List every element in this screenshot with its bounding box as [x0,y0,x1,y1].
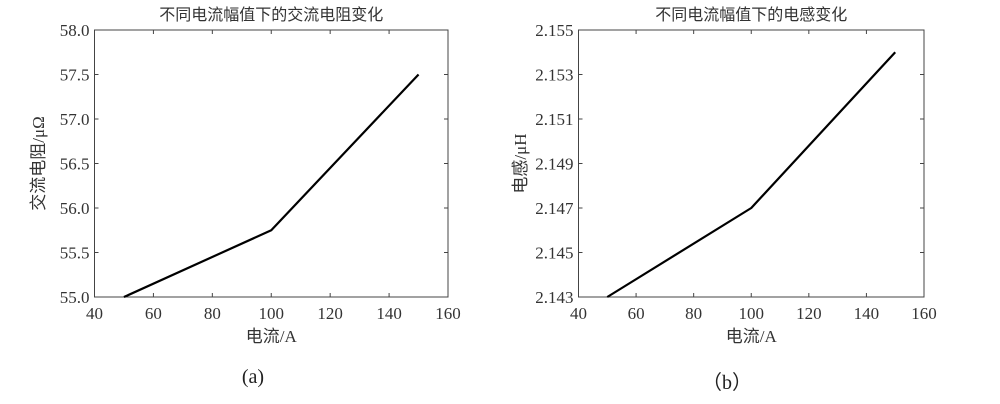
y-tick-label: 2.149 [535,155,573,174]
x-tick-label: 60 [145,304,162,323]
x-tick-label: 60 [628,304,645,323]
x-tick-label: 80 [685,304,702,323]
x-tick-label: 80 [204,304,221,323]
chart-title: 不同电流幅值下的电感变化 [655,5,847,24]
y-tick-label: 55.5 [60,244,90,263]
y-tick-label: 57.5 [60,66,90,85]
x-tick-label: 40 [570,304,587,323]
y-tick-label: 55.0 [60,288,90,307]
x-tick-label: 140 [376,304,402,323]
y-tick-label: 56.0 [60,199,90,218]
x-tick-label: 40 [86,304,103,323]
y-tick-label: 2.155 [535,21,573,40]
x-axis-label: 电流/A [246,327,298,346]
axes-box-1 [578,29,925,298]
x-tick-label: 120 [317,304,343,323]
chart-title: 不同电流幅值下的交流电阻变化 [159,5,383,24]
y-axis-label: 电感/μH [511,133,530,193]
x-tick-label: 100 [259,304,285,323]
y-tick-label: 2.151 [535,110,573,129]
data-line [606,51,897,298]
x-axis-label: 电流/A [726,327,778,346]
y-tick-label: 2.147 [535,199,574,218]
x-tick-label: 140 [854,304,880,323]
x-tick-label: 120 [796,304,822,323]
caption-b: （b） [702,372,752,394]
y-tick-label: 2.153 [535,66,573,85]
x-tick-label: 160 [911,304,937,323]
x-tick-label: 160 [435,304,461,323]
y-tick-label: 57.0 [60,110,90,129]
y-tick-label: 2.145 [535,244,573,263]
caption-a: (a) [241,366,265,388]
y-tick-label: 56.5 [60,155,90,174]
y-tick-label: 58.0 [60,21,90,40]
y-axis-label: 交流电阻/μΩ [29,116,48,210]
x-tick-label: 100 [739,304,765,323]
y-tick-label: 2.143 [535,288,573,307]
data-line [123,73,420,299]
axes-box-0 [94,29,449,298]
